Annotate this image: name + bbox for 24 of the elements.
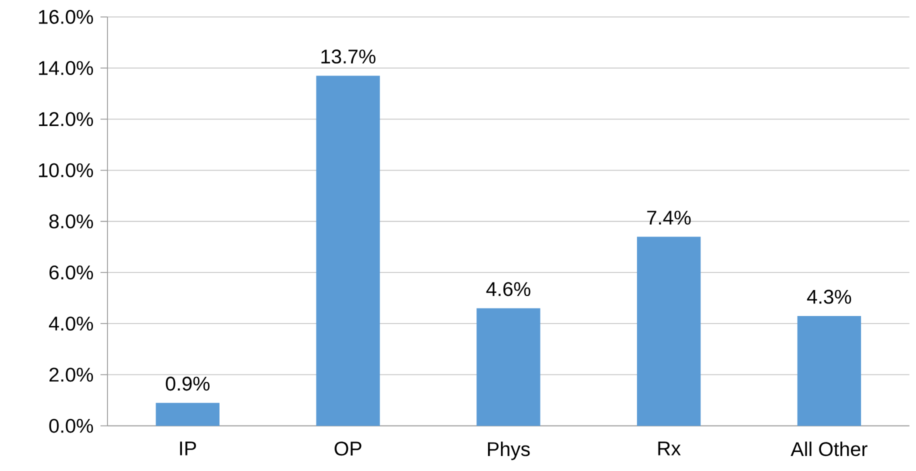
x-tick-label: Phys [488,442,530,460]
y-tick-label: 10.0% [38,163,93,178]
data-label: 4.6% [486,282,530,296]
y-tick-label: 0.0% [49,419,93,434]
x-tick-label: All Other [790,442,868,456]
x-tick-label: OP [334,442,362,456]
y-tick-label: 14.0% [38,61,93,76]
data-label: 7.4% [647,210,691,225]
y-tick-label: 4.0% [48,316,93,331]
data-label: 4.3% [807,290,852,304]
y-tick-label: 6.0% [50,266,93,280]
y-tick-label: 8.0% [49,214,93,229]
x-tick-label: IP [180,442,196,456]
data-label: 0.9% [166,376,210,391]
bar [636,236,701,426]
data-label: 13.7% [321,50,376,64]
y-tick-label: 16.0% [38,10,93,24]
x-tick-label: Rx [658,442,681,456]
y-tick-label: 2.0% [50,368,93,382]
bar [316,76,380,426]
bar [797,316,862,426]
y-tick-label: 12.0% [38,112,93,126]
bar [476,308,540,426]
bar [156,403,220,426]
